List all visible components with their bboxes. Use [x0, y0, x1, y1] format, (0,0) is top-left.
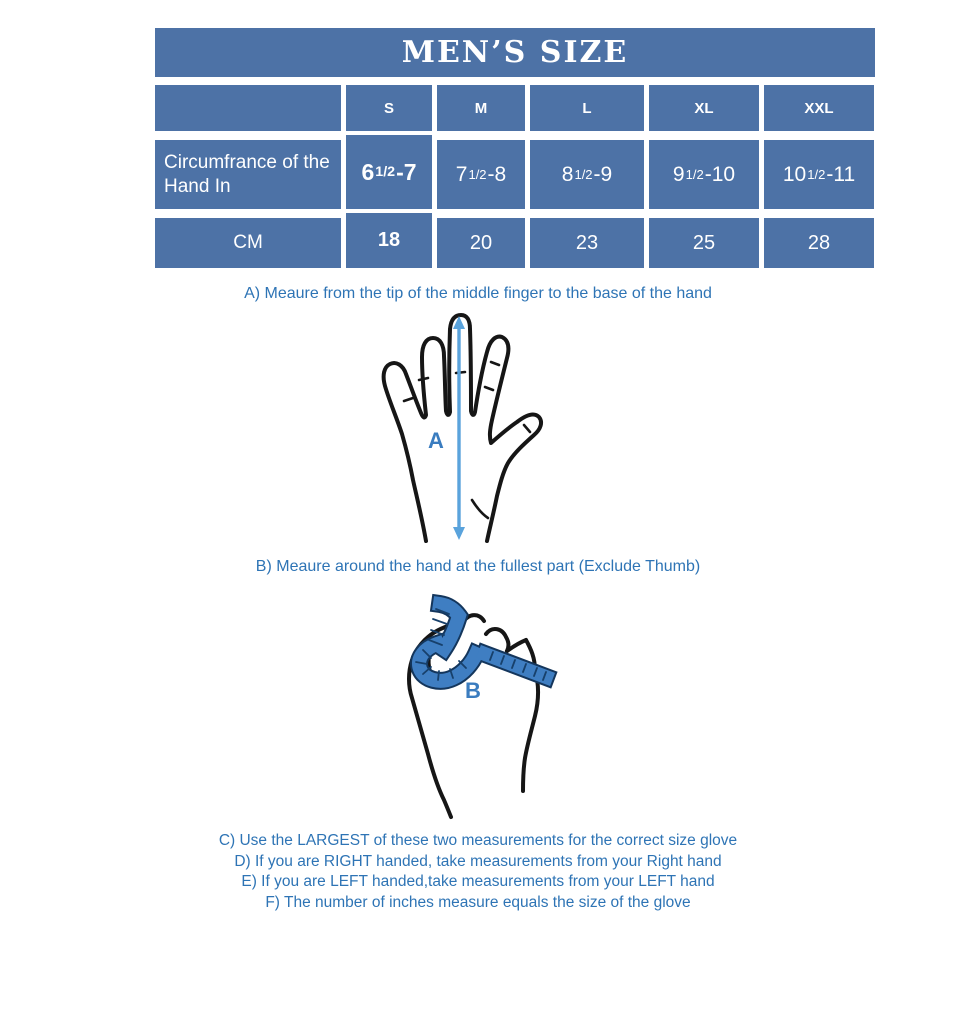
fist-drawing	[407, 593, 558, 819]
inches-value-m: 7 1/2 -8	[437, 140, 525, 209]
cm-value-m: 20	[437, 218, 525, 268]
header-cell-s: S	[346, 85, 432, 131]
header-cell-xxl: XXL	[764, 85, 874, 131]
cm-value-s: 18	[346, 213, 432, 268]
cm-value-xxl: 28	[764, 218, 874, 268]
inches-value-s: 6 1/2 -7	[346, 135, 432, 209]
instruction-d: D) If you are RIGHT handed, take measure…	[234, 852, 722, 870]
cm-value-xl: 25	[649, 218, 759, 268]
label-b: B	[465, 678, 481, 703]
table-title: MEN’S SIZE	[155, 28, 875, 77]
instruction-c: C) Use the LARGEST of these two measurem…	[218, 832, 738, 849]
header-cell-empty	[155, 85, 341, 131]
measure-arrow-a	[453, 316, 465, 540]
cm-value-l: 23	[530, 218, 644, 268]
inches-value-xxl: 10 1/2 -11	[764, 140, 874, 209]
measuring-tape	[410, 593, 558, 690]
header-cell-l: L	[530, 85, 644, 131]
instruction-a: A) Meaure from the tip of the middle fin…	[244, 285, 712, 302]
size-table: MEN’S SIZE S M L XL XXL Circumfrance of …	[155, 28, 875, 268]
instruction-b: B) Meaure around the hand at the fullest…	[255, 558, 701, 575]
open-hand-drawing	[381, 313, 544, 543]
hand-circumference-illustration: B	[383, 588, 585, 820]
inches-value-xl: 9 1/2 -10	[649, 140, 759, 209]
instruction-f: F) The number of inches measure equals t…	[265, 893, 691, 911]
instruction-e: E) If you are LEFT handed,take measureme…	[241, 873, 715, 890]
hand-length-illustration: A	[360, 312, 600, 545]
row-label-cm: CM	[155, 218, 341, 268]
instructions-c-f: C) Use the LARGEST of these two measurem…	[0, 831, 956, 913]
header-cell-xl: XL	[649, 85, 759, 131]
size-table-grid: S M L XL XXL Circumfrance of the Hand In…	[155, 85, 875, 268]
inches-value-l: 8 1/2 -9	[530, 140, 644, 209]
header-cell-m: M	[437, 85, 525, 131]
label-a: A	[428, 428, 444, 453]
row-label-inches: Circumfrance of the Hand In	[155, 140, 341, 209]
